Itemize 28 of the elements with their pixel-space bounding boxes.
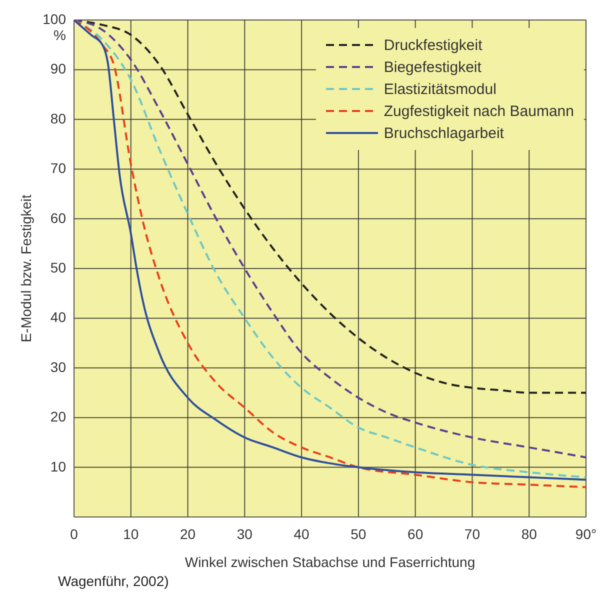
x-tick-label: 30 xyxy=(236,526,253,542)
legend-label: Bruchschlagarbeit xyxy=(384,124,504,142)
y-tick-label: 60 xyxy=(50,210,66,226)
x-tick-label: 0 xyxy=(70,526,78,542)
y-tick-label: 40 xyxy=(50,309,66,326)
y-tick-label: 90 xyxy=(50,60,66,77)
y-axis-title: E-Modul bzw. Festigkeit xyxy=(18,194,34,342)
y-tick-label: 20 xyxy=(50,408,66,425)
y-tick-label: 70 xyxy=(50,160,66,176)
x-tick-label: 60 xyxy=(408,526,424,542)
y-tick-label: 10 xyxy=(50,458,66,474)
y-tick-label: 80 xyxy=(50,110,66,126)
y-tick-label: 100 % xyxy=(42,11,66,43)
legend-label: Druckfestigkeit xyxy=(384,36,482,54)
y-tick-label: 50 xyxy=(50,260,66,276)
legend-label: Biegefestigkeit xyxy=(384,58,482,76)
y-tick-label: 30 xyxy=(50,358,66,375)
x-tick-label: 70 xyxy=(464,526,480,542)
x-tick-label: 10 xyxy=(123,526,139,542)
x-tick-label: 40 xyxy=(294,526,310,542)
legend-label: Zugfestigkeit nach Baumann xyxy=(384,102,574,120)
x-tick-label: 80 xyxy=(521,526,538,542)
x-tick-label: 50 xyxy=(350,526,366,542)
x-axis-title: Winkel zwischen Stabachse und Faserrichtung xyxy=(184,554,476,570)
legend-label: Elastizitätsmodul xyxy=(384,80,496,98)
x-tick-label: 20 xyxy=(180,526,196,542)
x-tick-label: 90° xyxy=(575,526,597,542)
text: Wagenführ, 2002) xyxy=(58,573,170,589)
